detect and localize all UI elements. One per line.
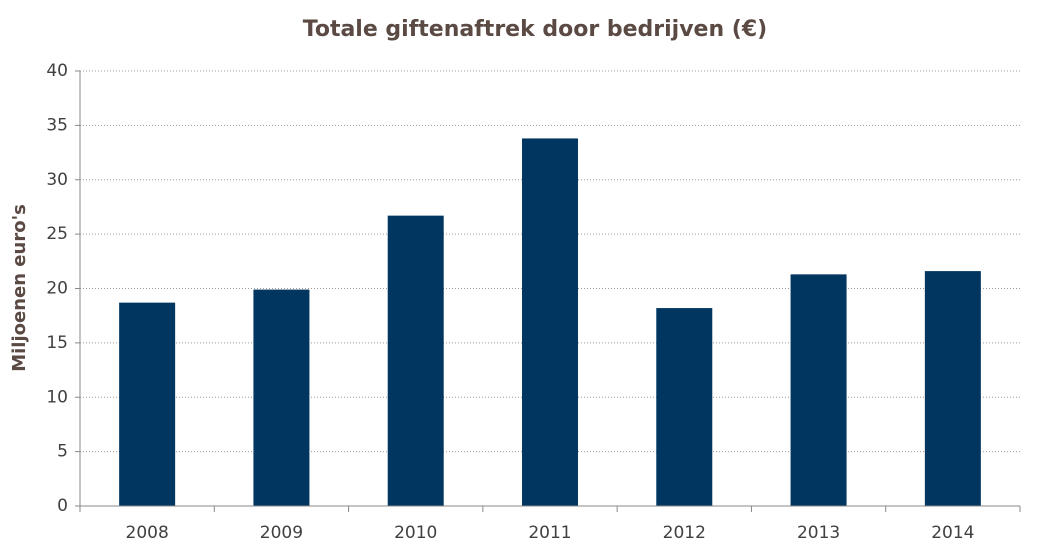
- x-tick-label: 2011: [528, 523, 571, 541]
- x-tick-label: 2014: [931, 523, 974, 541]
- bar: [790, 274, 847, 506]
- x-tick-label: 2009: [260, 523, 303, 541]
- y-tick-label: 0: [57, 496, 68, 516]
- bar: [522, 138, 578, 507]
- y-tick-label: 10: [46, 387, 68, 407]
- bar: [656, 308, 713, 506]
- y-tick-label: 35: [46, 115, 68, 135]
- bar: [119, 302, 176, 506]
- y-tick-label: 25: [46, 224, 68, 244]
- bar: [387, 215, 444, 506]
- y-tick-label: 40: [46, 61, 68, 81]
- chart-title: Totale giftenaftrek door bedrijven (€): [303, 17, 767, 42]
- y-tick-label: 30: [46, 170, 68, 190]
- x-tick-label: 2010: [394, 523, 437, 541]
- bar: [253, 289, 310, 506]
- x-tick-label: 2008: [126, 523, 169, 541]
- y-tick-label: 15: [46, 333, 68, 353]
- x-tick-label: 2012: [663, 523, 706, 541]
- x-tick-label: 2013: [797, 523, 840, 541]
- bar: [924, 271, 981, 506]
- y-tick-label: 5: [57, 442, 68, 462]
- y-axis-label: Miljoenen euro's: [9, 204, 30, 372]
- y-tick-label: 20: [46, 279, 68, 299]
